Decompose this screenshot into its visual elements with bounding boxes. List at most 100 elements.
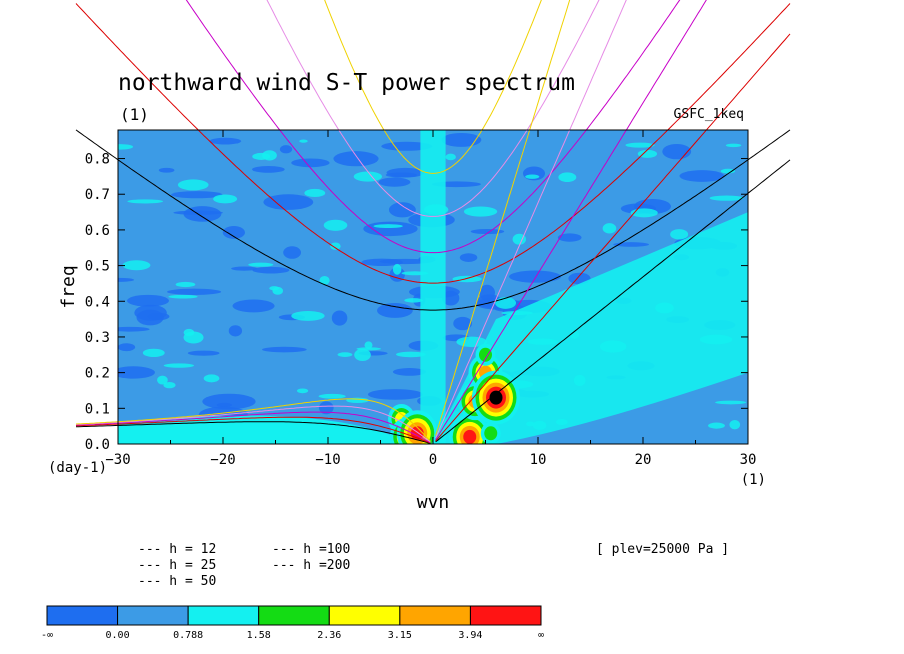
mid-power-patch	[655, 302, 674, 314]
low-power-patch	[333, 151, 379, 167]
colorbar-label: 3.15	[388, 630, 412, 641]
kelvin-curve	[435, 0, 571, 436]
power-hotspot	[484, 426, 498, 441]
mid-power-patch	[122, 260, 151, 271]
low-power-patch	[479, 284, 496, 301]
kelvin-curve	[435, 0, 627, 439]
chart-title: northward wind S-T power spectrum	[118, 70, 575, 96]
low-power-patch	[167, 288, 222, 295]
low-power-patch	[279, 145, 293, 154]
y-tick-label: 0.3	[85, 330, 110, 346]
mid-power-patch	[445, 153, 456, 161]
mid-power-patch	[364, 341, 373, 349]
low-power-patch	[202, 393, 256, 410]
y-tick-label: 0.5	[85, 259, 110, 275]
mid-power-patch	[353, 171, 383, 182]
colorbar-label: 2.36	[317, 630, 341, 641]
power-hotspot	[489, 390, 503, 405]
low-power-patch	[158, 167, 175, 173]
low-power-patch	[187, 350, 220, 356]
low-power-patch	[232, 299, 275, 313]
mid-power-patch	[637, 149, 658, 158]
low-power-patch	[118, 343, 136, 352]
mid-power-patch	[337, 352, 353, 357]
mid-power-patch	[630, 208, 658, 218]
x-axis-label: wvn	[417, 492, 450, 513]
low-power-patch	[262, 346, 307, 353]
mid-power-patch	[670, 229, 689, 240]
y-tick-label: 0.0	[85, 437, 110, 453]
mid-power-patch	[501, 311, 533, 315]
source-label: GSFC_1keq	[674, 107, 744, 122]
y-axis-label: freq	[58, 265, 79, 308]
mid-power-patch	[573, 374, 586, 387]
rossby-curve	[75, 405, 431, 443]
low-power-patch	[381, 141, 433, 151]
mid-power-patch	[570, 330, 580, 339]
colorbar-label: ∞	[538, 630, 544, 641]
mid-power-patch	[495, 297, 517, 309]
rossby-curve	[75, 421, 431, 444]
colorbar-swatch	[328, 605, 401, 626]
chart-subtitle: (1)	[120, 105, 149, 124]
mid-power-patch	[395, 351, 426, 358]
mid-power-patch	[157, 375, 168, 385]
inertia-gravity-curve	[75, 129, 791, 311]
axes: −30 −20 −10 0 10 20 30 0.0 0.1 0.2 0.3 0.4 0.5 0.6 0.7…	[85, 130, 757, 468]
mid-power-patch	[118, 144, 134, 150]
x-tick-label: 20	[635, 452, 652, 468]
low-power-patch	[557, 233, 582, 242]
mid-power-patch	[323, 219, 348, 231]
colorbar-swatch	[46, 605, 119, 626]
low-power-patch	[367, 389, 423, 400]
kelvin-curve	[435, 33, 791, 442]
mid-power-patch	[183, 331, 204, 344]
mid-power-patch	[708, 422, 725, 429]
mid-power-patch	[625, 142, 655, 148]
y-tick-label: 0.2	[85, 366, 110, 382]
colorbar-swatch	[399, 605, 471, 626]
low-power-patch	[252, 266, 290, 274]
curve-legend: --- h = 12--- h = 25--- h = 50 --- h =100…	[138, 542, 350, 589]
low-power-patch	[136, 309, 164, 326]
mid-power-patch	[699, 334, 733, 345]
power-hotspot	[463, 429, 477, 444]
low-power-patch	[613, 242, 650, 247]
y-axis-unit: (day-1)	[48, 460, 107, 476]
mid-power-patch	[729, 420, 741, 430]
legend-entry: --- h =100	[272, 542, 350, 557]
kelvin-curve	[435, 0, 707, 440]
x-tick-label: 30	[740, 452, 757, 468]
low-power-patch	[118, 326, 150, 332]
low-power-patch	[263, 194, 314, 210]
low-power-patch	[392, 368, 427, 376]
x-tick-label: 10	[530, 452, 547, 468]
low-power-patch	[385, 172, 418, 178]
legend-entry: --- h =200	[272, 558, 350, 573]
mid-power-patch	[291, 310, 325, 321]
colorbar-label: 1.58	[247, 630, 271, 641]
mid-power-patch	[163, 381, 176, 389]
x-axis-unit: (1)	[741, 472, 766, 488]
y-tick-label: 0.7	[85, 187, 110, 203]
mid-power-patch	[526, 421, 535, 427]
mid-power-patch	[512, 233, 527, 245]
mid-power-patch	[318, 393, 346, 399]
mid-power-patch	[392, 263, 402, 275]
low-power-patch	[118, 366, 155, 379]
mid-power-patch	[356, 347, 382, 351]
low-power-patch	[118, 277, 135, 282]
mid-power-patch	[424, 204, 449, 215]
low-power-patch	[331, 310, 348, 326]
low-power-patch	[509, 270, 562, 283]
x-tick-label: 0	[429, 452, 437, 468]
equator-band	[420, 130, 446, 444]
low-power-patch	[459, 253, 478, 262]
mid-power-patch	[602, 223, 617, 234]
x-tick-label: −10	[315, 452, 340, 468]
mid-power-patch	[142, 348, 165, 358]
low-power-patch	[453, 316, 473, 331]
colorbar-label: -∞	[41, 630, 53, 641]
legend-entry: --- h = 50	[138, 574, 216, 589]
low-power-patch	[388, 202, 416, 218]
